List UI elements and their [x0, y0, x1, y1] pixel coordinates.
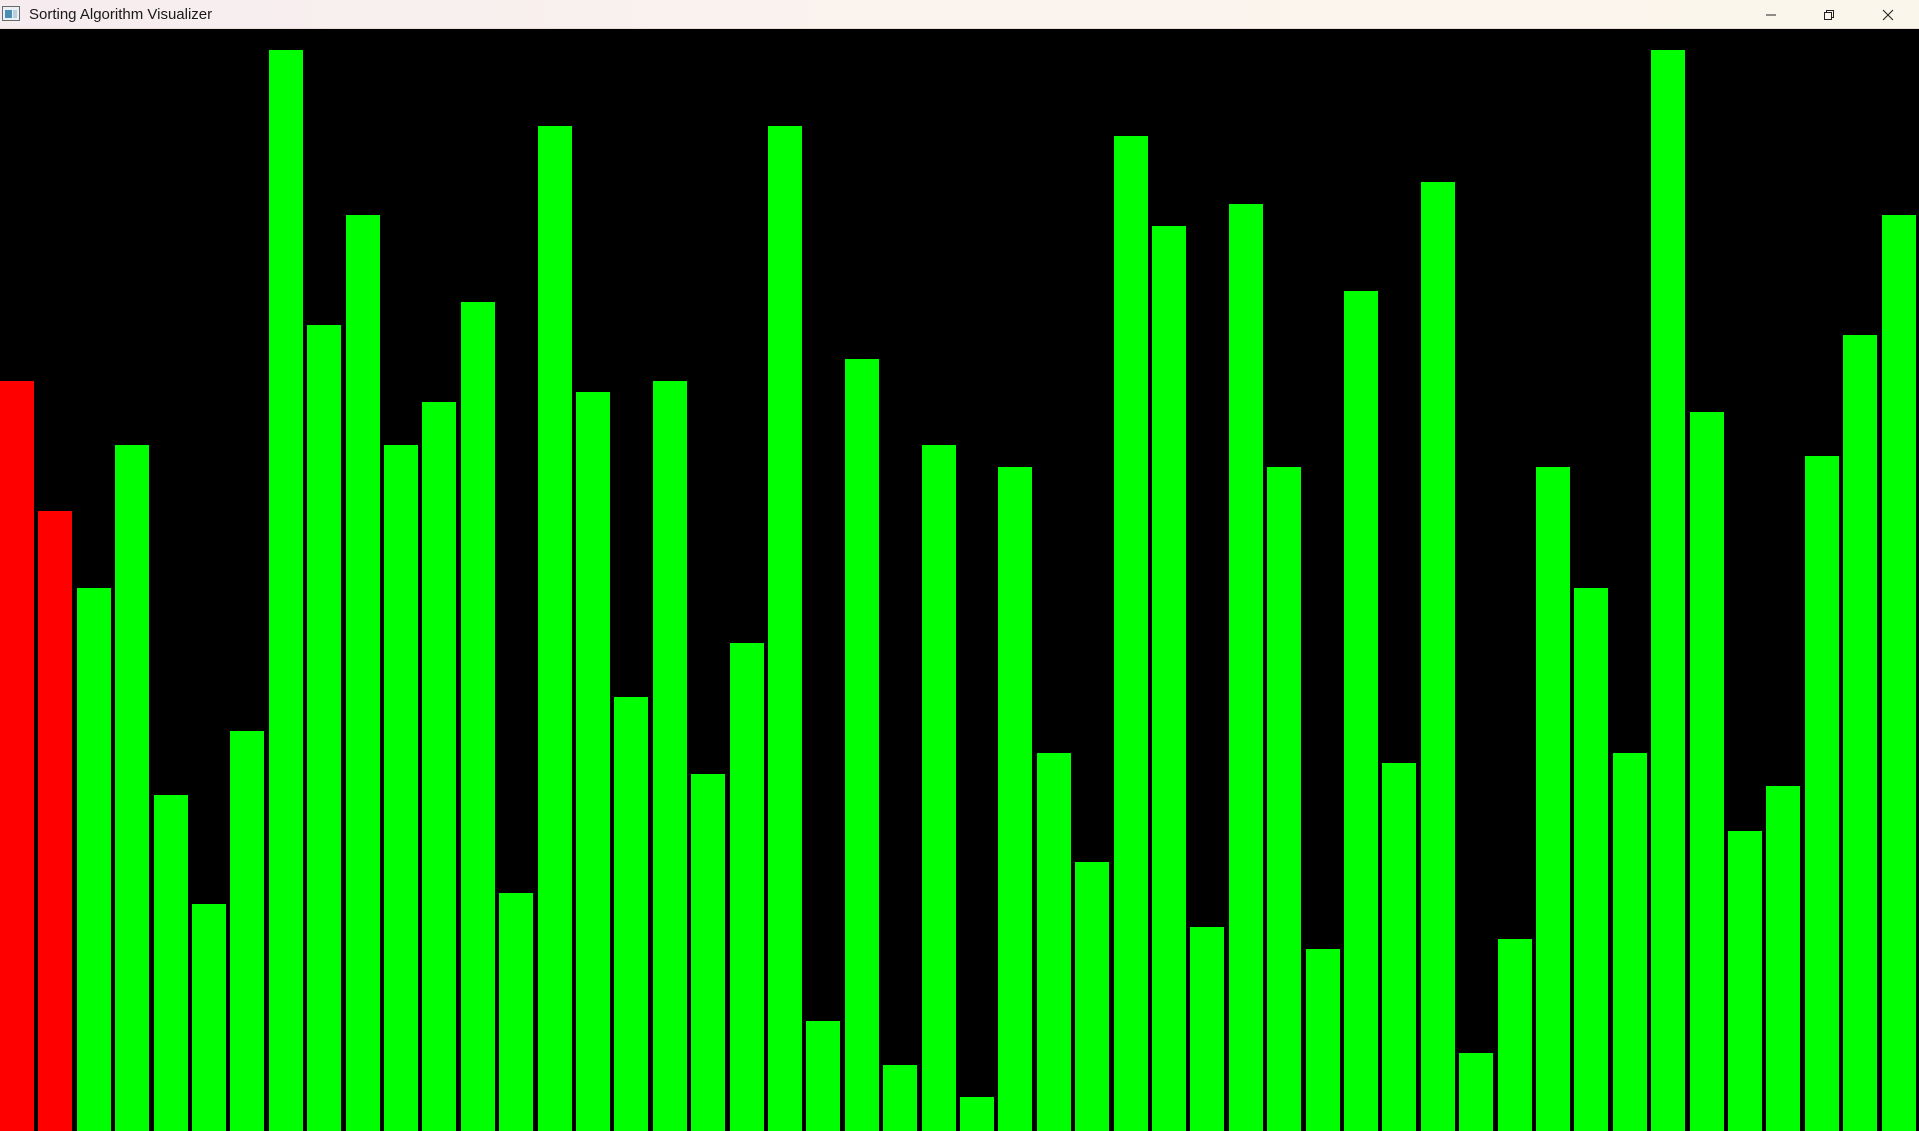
bar	[691, 774, 725, 1131]
bar	[1344, 291, 1378, 1131]
minimize-icon	[1766, 14, 1776, 15]
bar	[499, 893, 533, 1131]
bar	[845, 359, 879, 1131]
close-button[interactable]	[1865, 0, 1911, 29]
bar	[806, 1021, 840, 1131]
bar	[1382, 763, 1416, 1131]
bar	[77, 588, 111, 1131]
bar	[883, 1065, 917, 1131]
bar	[1037, 753, 1071, 1131]
window-title: Sorting Algorithm Visualizer	[29, 6, 213, 23]
bar	[1536, 467, 1570, 1131]
bar	[1651, 50, 1685, 1131]
bar	[1843, 335, 1877, 1131]
bar	[730, 643, 764, 1131]
bar	[384, 445, 418, 1131]
bar	[230, 731, 264, 1131]
bar	[538, 126, 572, 1131]
bar	[346, 215, 380, 1131]
bar	[922, 445, 956, 1131]
bar	[1690, 412, 1724, 1131]
bar	[1766, 786, 1800, 1131]
bar	[269, 50, 303, 1131]
bar	[1152, 226, 1186, 1131]
close-icon	[1882, 9, 1894, 20]
bar	[1190, 927, 1224, 1131]
bar	[154, 795, 188, 1131]
bar	[1574, 588, 1608, 1131]
restore-button[interactable]	[1806, 0, 1852, 29]
bar	[192, 904, 226, 1131]
bar	[38, 511, 72, 1131]
bar	[1075, 862, 1109, 1131]
bar	[1306, 949, 1340, 1131]
bar	[115, 445, 149, 1131]
bar	[998, 467, 1032, 1131]
restore-icon	[1824, 9, 1834, 20]
bar	[1421, 182, 1455, 1131]
bar	[1613, 753, 1647, 1131]
bar	[461, 302, 495, 1131]
bar	[768, 126, 802, 1131]
bar	[653, 381, 687, 1131]
bar	[1459, 1053, 1493, 1131]
window-app-icon	[2, 6, 20, 21]
bar	[614, 697, 648, 1131]
bar	[1498, 939, 1532, 1131]
minimize-button[interactable]	[1748, 0, 1794, 29]
sort-visualization-canvas	[0, 29, 1919, 1131]
bar	[1114, 136, 1148, 1131]
bar	[307, 325, 341, 1131]
bar	[0, 381, 34, 1131]
bar	[576, 392, 610, 1131]
bar	[1882, 215, 1916, 1131]
bar	[1267, 467, 1301, 1131]
title-bar[interactable]: Sorting Algorithm Visualizer	[0, 0, 1919, 29]
bar	[1229, 204, 1263, 1131]
bar	[1805, 456, 1839, 1131]
bar	[1728, 831, 1762, 1131]
bar	[960, 1097, 994, 1131]
bar	[422, 402, 456, 1131]
